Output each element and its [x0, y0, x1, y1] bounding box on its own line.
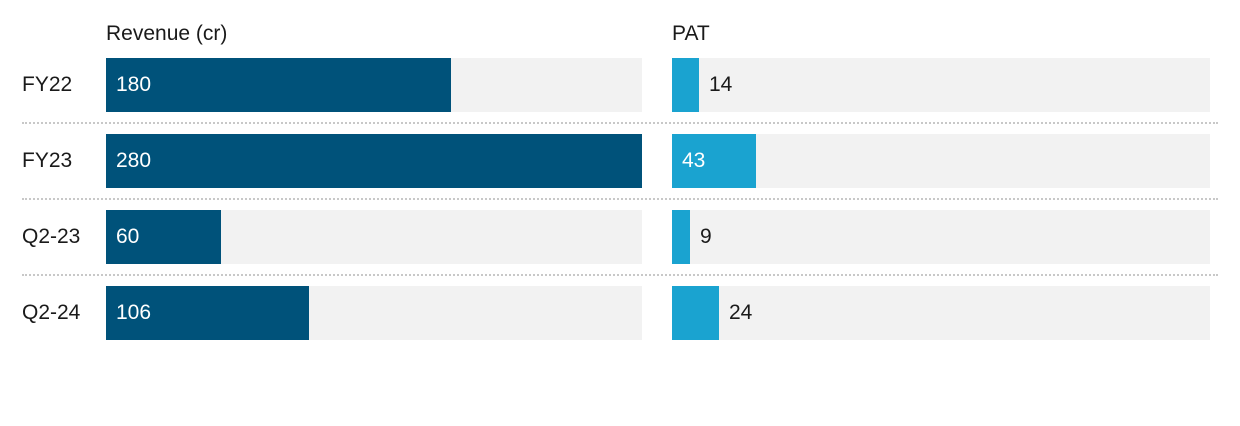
row-divider: [22, 274, 1218, 276]
pat-bar-track: 43: [672, 134, 1210, 188]
pat-bar-track: 14: [672, 58, 1210, 112]
revenue-value-label: 180: [116, 73, 152, 96]
category-label: FY22: [22, 73, 73, 96]
pat-bar: [672, 58, 699, 112]
pat-value-label: 24: [729, 301, 753, 324]
chart-row-q2-24: Q2-24 106 24: [0, 286, 1240, 340]
pat-column-header: PAT: [672, 22, 710, 45]
row-divider: [22, 198, 1218, 200]
pat-bar: [672, 286, 719, 340]
category-label: Q2-24: [22, 301, 81, 324]
revenue-bar: [106, 286, 309, 340]
category-label: Q2-23: [22, 225, 81, 248]
pat-bar: [672, 134, 756, 188]
revenue-bar: [106, 58, 451, 112]
revenue-bar: [106, 210, 221, 264]
revenue-value-label: 60: [116, 225, 140, 248]
row-divider: [22, 122, 1218, 124]
revenue-column-header: Revenue (cr): [106, 22, 228, 45]
pat-value-label: 9: [700, 225, 712, 248]
pat-value-label: 43: [682, 149, 706, 172]
category-label: FY23: [22, 149, 73, 172]
pat-bar: [672, 210, 690, 264]
revenue-bar-track: 106: [106, 286, 642, 340]
revenue-bar-track: 180: [106, 58, 642, 112]
chart-row-q2-23: Q2-23 60 9: [0, 210, 1240, 264]
chart-row-fy23: FY23 280 43: [0, 134, 1240, 188]
pat-value-label: 14: [709, 73, 733, 96]
revenue-value-label: 280: [116, 149, 152, 172]
revenue-bar: [106, 134, 642, 188]
revenue-bar-track: 60: [106, 210, 642, 264]
chart-row-fy22: FY22 180 14: [0, 58, 1240, 112]
revenue-bar-track: 280: [106, 134, 642, 188]
pat-bar-track: 9: [672, 210, 1210, 264]
revenue-value-label: 106: [116, 301, 152, 324]
pat-bar-track: 24: [672, 286, 1210, 340]
